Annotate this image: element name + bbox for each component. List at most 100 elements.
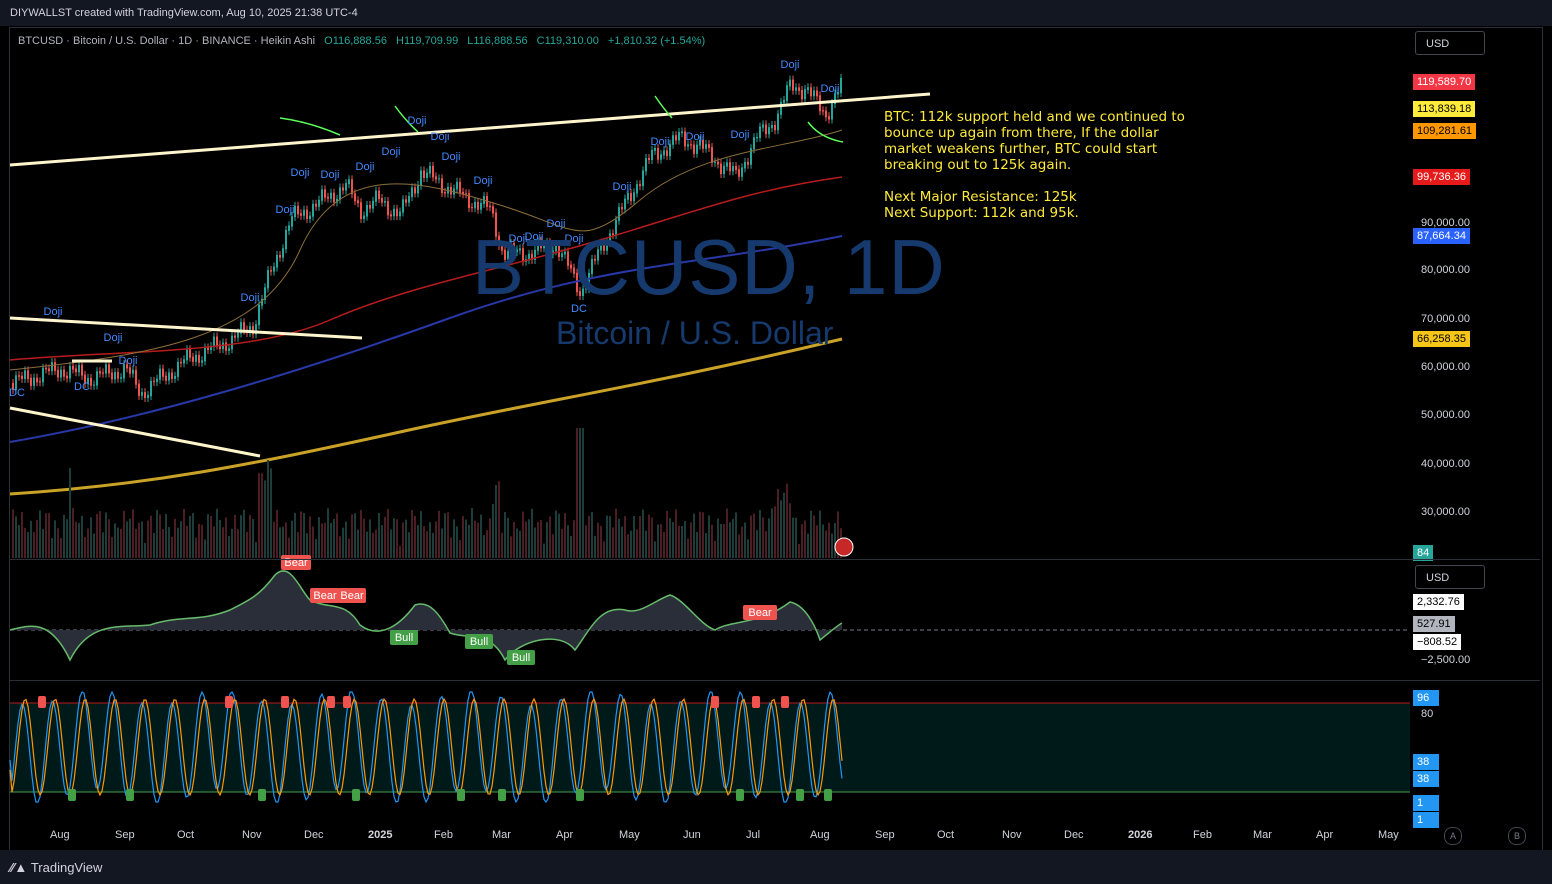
candle-body [387, 201, 389, 216]
candle-body [258, 304, 260, 326]
bear-label: Bear [748, 607, 772, 619]
volume-bars [12, 428, 842, 558]
volume-bar [123, 510, 125, 558]
bear-label: Bear [313, 590, 337, 602]
stoch-label: 38 [1413, 754, 1439, 770]
candle-body [558, 244, 560, 258]
candle-body [675, 135, 677, 141]
volume-bar [702, 512, 704, 558]
candle-body [138, 383, 140, 396]
pane-separator[interactable] [10, 680, 1540, 681]
candle-body [693, 144, 695, 154]
candle-body [324, 189, 326, 198]
volume-bar [249, 515, 251, 558]
log-scale-button[interactable]: B [1508, 827, 1526, 845]
candle-body [108, 364, 110, 374]
candle-body [156, 378, 158, 383]
doji-marker: Doji [431, 131, 450, 143]
candle-body [561, 253, 563, 258]
doji-marker: Doji [291, 167, 310, 179]
pane-separator[interactable] [10, 559, 1540, 560]
osc-tick: −2,500.00 [1421, 654, 1471, 666]
candle-body [39, 381, 41, 383]
osc-label: 527.91 [1413, 616, 1455, 632]
price-tick: 50,000.00 [1421, 409, 1470, 421]
currency-button[interactable]: USD [1415, 31, 1485, 55]
volume-bar [96, 513, 98, 558]
volume-bar [264, 480, 266, 558]
candle-body [309, 215, 311, 219]
volume-bar [360, 510, 362, 558]
candle-body [135, 369, 137, 385]
candle-body [204, 347, 206, 362]
candle-body [813, 90, 815, 97]
candle-body [84, 374, 86, 384]
price-tick: 30,000.00 [1421, 506, 1470, 518]
candle-body [696, 144, 698, 154]
candle-body [348, 179, 350, 185]
stoch-sell-marker [38, 696, 46, 708]
volume-bar [162, 528, 164, 558]
candle-body [30, 377, 32, 386]
candle-body [225, 342, 227, 351]
candle-body [186, 349, 188, 361]
auto-scale-button[interactable]: A [1444, 827, 1462, 845]
watermark-title: BTCUSD, 1D [472, 223, 946, 311]
volume-bar [294, 512, 296, 558]
analysis-annotation[interactable]: BTC: 112k support held and we continued … [884, 109, 1185, 221]
volume-bar [309, 516, 311, 558]
volume-bar [705, 533, 707, 558]
volume-bar [333, 518, 335, 558]
volume-bar [621, 526, 623, 558]
osc-label: 2,332.76 [1413, 594, 1464, 610]
volume-bar [711, 524, 713, 558]
candle-body [495, 212, 497, 237]
candle-body [192, 356, 194, 362]
candle-body [369, 205, 371, 209]
bear-label-bg [281, 555, 311, 570]
volume-bar [663, 532, 665, 558]
candle-body [741, 167, 743, 177]
volume-bar [180, 521, 182, 558]
stoch-sell-marker [281, 696, 289, 708]
volume-bar [468, 524, 470, 558]
volume-bar [390, 529, 392, 558]
ma-20-line [9, 129, 843, 371]
candle-body [303, 209, 305, 216]
volume-bar [387, 508, 389, 558]
time-tick: Feb [1193, 829, 1212, 841]
candle-body [48, 368, 50, 372]
candle-body [501, 244, 503, 251]
volume-bar [174, 518, 176, 558]
volume-bar [207, 514, 209, 558]
candle-body [795, 87, 797, 91]
volume-bar [765, 531, 767, 558]
volume-bar [681, 525, 683, 558]
tradingview-logo[interactable]: ⁄⁄▲ TradingView [10, 860, 102, 875]
candle-body [288, 225, 290, 231]
volume-bar [519, 530, 521, 558]
price-tick: 60,000.00 [1421, 361, 1470, 373]
candle-body [735, 166, 737, 171]
price-label: 66,258.35 [1413, 331, 1470, 347]
volume-bar [813, 515, 815, 558]
volume-bar [657, 524, 659, 558]
volume-bar [282, 526, 284, 558]
candle-body [798, 87, 800, 91]
time-tick: Jul [746, 829, 761, 841]
ohlc-change: +1,810.32 (+1.54%) [607, 35, 706, 47]
osc-currency-button[interactable]: USD [1415, 565, 1485, 589]
candle-body [462, 191, 464, 195]
symbol-name[interactable]: BTCUSD · Bitcoin / U.S. Dollar · 1D · BI… [18, 35, 316, 47]
candle-body [630, 192, 632, 202]
doji-marker: Doji [509, 233, 528, 245]
candle-body [378, 190, 380, 200]
volume-bar [510, 536, 512, 558]
volume-bar [219, 519, 221, 558]
volume-bar [48, 513, 50, 558]
doji-marker: Doji [525, 231, 544, 243]
candle-body [627, 192, 629, 200]
candle-body [663, 150, 665, 156]
candle-body [615, 219, 617, 236]
